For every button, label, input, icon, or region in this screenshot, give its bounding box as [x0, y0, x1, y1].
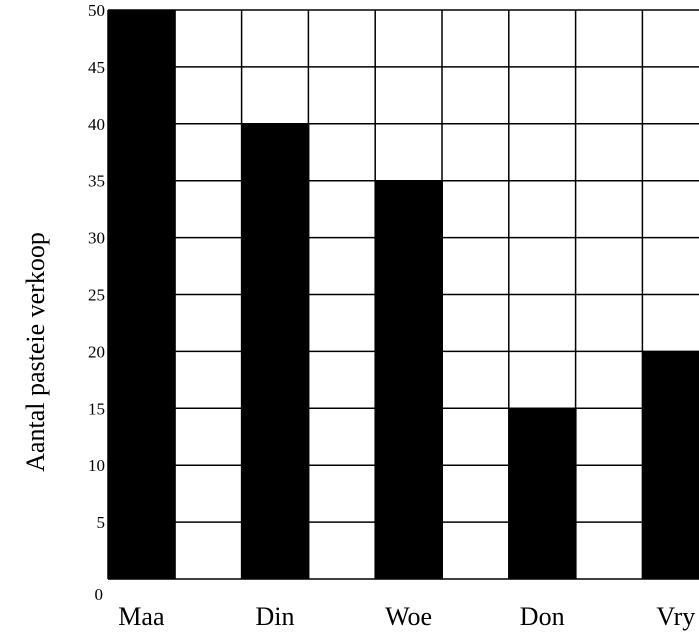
bar-woe [375, 180, 443, 579]
y-tick-label: 10 [88, 456, 105, 475]
bar-don [508, 408, 577, 579]
x-tick-label: Vry [656, 602, 695, 631]
y-tick-label: 0 [95, 585, 104, 604]
bar-vry [642, 351, 699, 579]
y-tick-label: 30 [88, 229, 105, 248]
x-tick-label: Don [520, 602, 565, 631]
bar-maa [108, 10, 176, 579]
y-tick-label: 35 [88, 172, 105, 191]
y-axis-label: Aantal pasteie verkoop [21, 232, 50, 472]
x-tick-label: Maa [118, 602, 165, 631]
x-tick-label: Din [256, 602, 295, 631]
bar-din [241, 123, 310, 580]
x-tick-label: Woe [385, 602, 432, 631]
y-tick-label: 40 [88, 115, 105, 134]
y-tick-label: 20 [88, 342, 105, 361]
chart-bars [108, 10, 699, 580]
y-axis-ticks: 0 5 10 15 20 25 30 35 40 45 50 [88, 1, 105, 604]
y-tick-label: 5 [97, 513, 106, 532]
y-tick-label: 25 [88, 286, 105, 305]
y-tick-label: 50 [88, 1, 105, 20]
y-tick-label: 45 [88, 58, 105, 77]
y-tick-label: 15 [88, 399, 105, 418]
x-axis-labels: Maa Din Woe Don Vry [118, 602, 695, 631]
